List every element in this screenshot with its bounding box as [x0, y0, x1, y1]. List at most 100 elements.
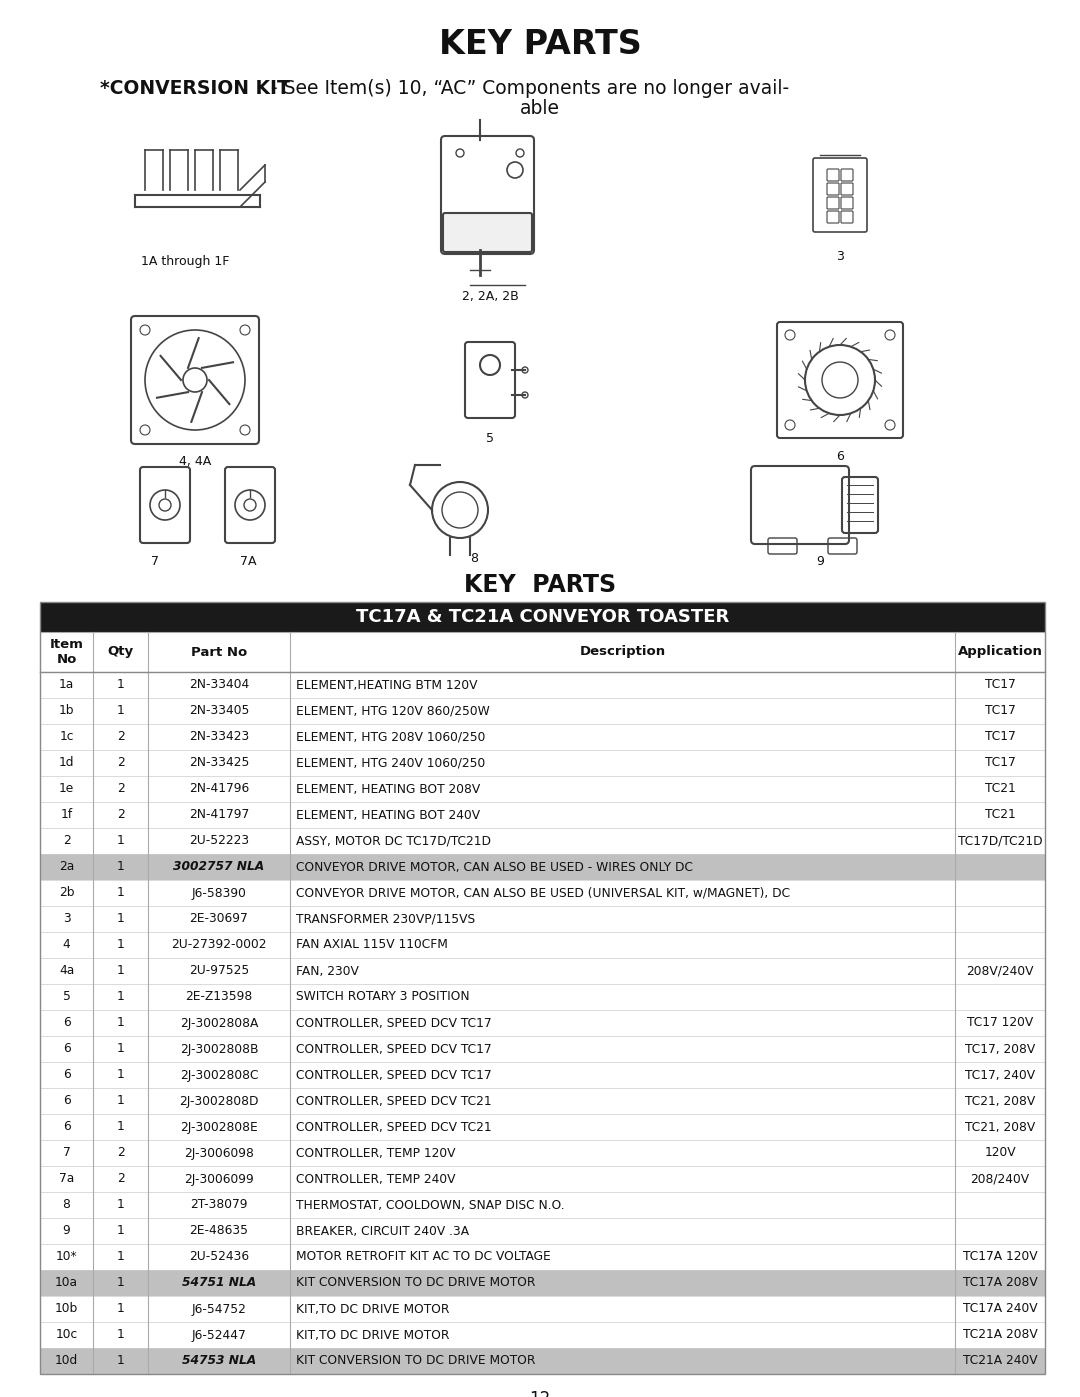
Text: 10b: 10b [55, 1302, 78, 1316]
Text: 2J-3006098: 2J-3006098 [184, 1147, 254, 1160]
Text: ELEMENT, HTG 120V 860/250W: ELEMENT, HTG 120V 860/250W [296, 704, 489, 718]
Bar [40, 1062, 1045, 1088]
Text: 9: 9 [816, 555, 824, 569]
Text: ELEMENT, HEATING BOT 208V: ELEMENT, HEATING BOT 208V [296, 782, 481, 795]
Text: 10a: 10a [55, 1277, 78, 1289]
Bar [40, 1166, 1045, 1192]
Text: 9: 9 [63, 1225, 70, 1238]
Bar [40, 698, 1045, 724]
Text: J6-58390: J6-58390 [191, 887, 246, 900]
Text: FAN AXIAL 115V 110CFM: FAN AXIAL 115V 110CFM [296, 939, 448, 951]
Text: ELEMENT, HTG 208V 1060/250: ELEMENT, HTG 208V 1060/250 [296, 731, 485, 743]
Text: 1A through 1F: 1A through 1F [140, 256, 229, 268]
Text: 1: 1 [117, 704, 124, 718]
Text: 6: 6 [836, 450, 843, 462]
Bar [40, 1140, 1045, 1166]
Text: 5: 5 [486, 432, 494, 446]
Text: CONVEYOR DRIVE MOTOR, CAN ALSO BE USED (UNIVERSAL KIT, w/MAGNET), DC: CONVEYOR DRIVE MOTOR, CAN ALSO BE USED (… [296, 887, 791, 900]
Text: 1: 1 [117, 1225, 124, 1238]
Bar [40, 1192, 1045, 1218]
Text: 1: 1 [117, 1277, 124, 1289]
Text: 54751 NLA: 54751 NLA [181, 1277, 256, 1289]
Text: 208V/240V: 208V/240V [967, 964, 1034, 978]
Text: KIT,TO DC DRIVE MOTOR: KIT,TO DC DRIVE MOTOR [296, 1302, 449, 1316]
Bar [40, 854, 1045, 880]
Text: 2U-97525: 2U-97525 [189, 964, 249, 978]
Bar [40, 1088, 1045, 1113]
Text: CONTROLLER, TEMP 240V: CONTROLLER, TEMP 240V [296, 1172, 456, 1186]
Text: 1: 1 [117, 912, 124, 925]
Text: 1e: 1e [59, 782, 75, 795]
Bar [40, 802, 1045, 828]
Text: 5: 5 [63, 990, 70, 1003]
Text: 10c: 10c [55, 1329, 78, 1341]
Text: TC21: TC21 [985, 809, 1015, 821]
Text: 2N-41796: 2N-41796 [189, 782, 249, 795]
Text: 2J-3002808A: 2J-3002808A [179, 1017, 258, 1030]
Text: 1d: 1d [58, 757, 75, 770]
Text: 3002757 NLA: 3002757 NLA [174, 861, 265, 873]
Text: 8: 8 [470, 552, 478, 564]
Text: CONTROLLER, SPEED DCV TC21: CONTROLLER, SPEED DCV TC21 [296, 1094, 491, 1108]
Text: KIT CONVERSION TO DC DRIVE MOTOR: KIT CONVERSION TO DC DRIVE MOTOR [296, 1355, 536, 1368]
Text: THERMOSTAT, COOLDOWN, SNAP DISC N.O.: THERMOSTAT, COOLDOWN, SNAP DISC N.O. [296, 1199, 565, 1211]
Text: SWITCH ROTARY 3 POSITION: SWITCH ROTARY 3 POSITION [296, 990, 470, 1003]
Text: 1: 1 [117, 964, 124, 978]
Text: 6: 6 [63, 1042, 70, 1056]
Text: TC17: TC17 [985, 731, 1015, 743]
Bar [40, 1322, 1045, 1348]
Text: 2E-48635: 2E-48635 [189, 1225, 248, 1238]
Text: 208/240V: 208/240V [971, 1172, 1029, 1186]
Text: TC17: TC17 [985, 679, 1015, 692]
Text: 1c: 1c [59, 731, 73, 743]
Text: 1a: 1a [59, 679, 75, 692]
Bar [40, 1270, 1045, 1296]
Text: 2J-3006099: 2J-3006099 [184, 1172, 254, 1186]
Text: TC21: TC21 [985, 782, 1015, 795]
Bar [40, 880, 1045, 907]
Text: 1b: 1b [58, 704, 75, 718]
Text: TC21A 208V: TC21A 208V [962, 1329, 1038, 1341]
Bar [40, 983, 1045, 1010]
Text: 2b: 2b [58, 887, 75, 900]
Text: TC17: TC17 [985, 704, 1015, 718]
Text: 4: 4 [63, 939, 70, 951]
Bar [40, 1010, 1045, 1037]
Bar [40, 1037, 1045, 1062]
Text: 3: 3 [836, 250, 843, 263]
Text: - See Item(s) 10, “AC” Components are no longer avail-: - See Item(s) 10, “AC” Components are no… [265, 78, 789, 98]
Bar [40, 1113, 1045, 1140]
Bar [40, 672, 1045, 698]
Text: 1: 1 [117, 939, 124, 951]
Text: 1: 1 [117, 1017, 124, 1030]
Text: 2U-52223: 2U-52223 [189, 834, 249, 848]
Text: KIT,TO DC DRIVE MOTOR: KIT,TO DC DRIVE MOTOR [296, 1329, 449, 1341]
Text: 1: 1 [117, 990, 124, 1003]
Text: 7: 7 [63, 1147, 70, 1160]
Text: 1: 1 [117, 1042, 124, 1056]
Bar [40, 1218, 1045, 1243]
Text: TC21, 208V: TC21, 208V [964, 1120, 1035, 1133]
Text: 2: 2 [117, 757, 124, 770]
Text: TC17A 240V: TC17A 240V [962, 1302, 1037, 1316]
Bar [40, 1348, 1045, 1375]
Text: 2N-33404: 2N-33404 [189, 679, 249, 692]
Text: 54753 NLA: 54753 NLA [181, 1355, 256, 1368]
Text: 2J-3002808D: 2J-3002808D [179, 1094, 259, 1108]
Text: 7a: 7a [59, 1172, 75, 1186]
Text: KEY  PARTS: KEY PARTS [464, 573, 616, 597]
Text: TC21A 240V: TC21A 240V [962, 1355, 1037, 1368]
Bar [40, 631, 1045, 672]
Text: 2N-33405: 2N-33405 [189, 704, 249, 718]
Bar [40, 907, 1045, 932]
Text: TRANSFORMER 230VP/115VS: TRANSFORMER 230VP/115VS [296, 912, 475, 925]
Text: 1: 1 [117, 1355, 124, 1368]
Text: 1f: 1f [60, 809, 72, 821]
Text: KIT CONVERSION TO DC DRIVE MOTOR: KIT CONVERSION TO DC DRIVE MOTOR [296, 1277, 536, 1289]
Text: able: able [519, 99, 561, 117]
Text: FAN, 230V: FAN, 230V [296, 964, 359, 978]
Text: 2a: 2a [59, 861, 75, 873]
Text: Part No: Part No [191, 645, 247, 658]
Text: 2E-30697: 2E-30697 [190, 912, 248, 925]
Text: TC21, 208V: TC21, 208V [964, 1094, 1035, 1108]
